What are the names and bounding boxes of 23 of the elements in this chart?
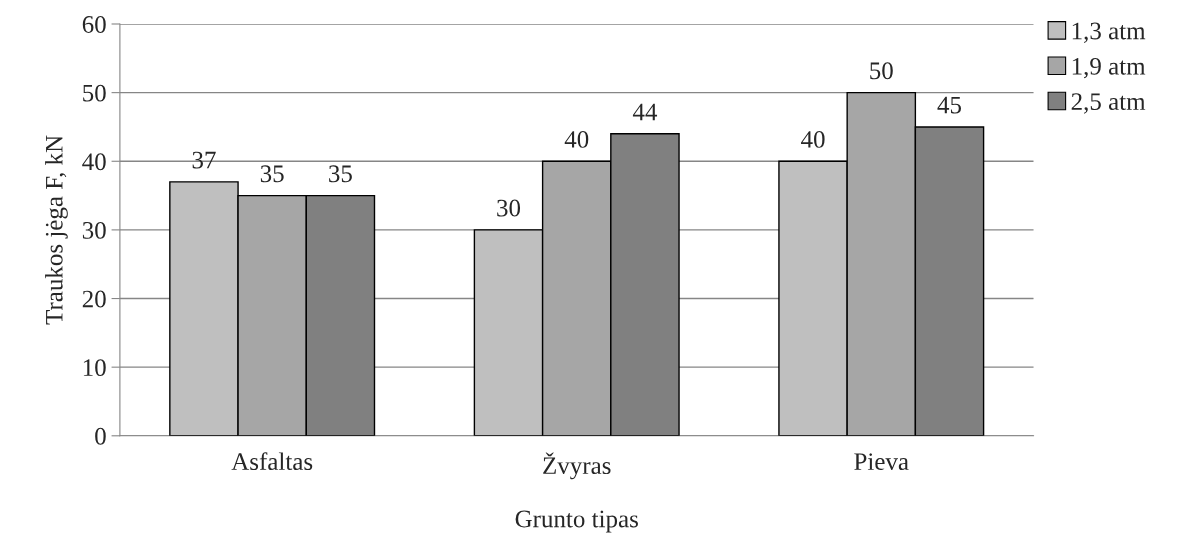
data-label: 50	[870, 62, 893, 80]
x-axis-title: Grunto tipas	[515, 510, 638, 533]
data-label: 40	[801, 130, 825, 148]
data-label: 35	[260, 165, 284, 183]
legend-label: 1,9 atm	[1072, 57, 1146, 79]
y-tick-label: 40	[82, 153, 106, 171]
x-tick-label: Pieva	[854, 453, 909, 471]
legend-label: 2,5 atm	[1071, 93, 1146, 114]
legend-label: 1,3 atm	[1072, 22, 1146, 43]
data-label: 45	[937, 96, 962, 114]
data-label: 35	[329, 165, 352, 183]
data-label: 30	[497, 199, 521, 217]
data-label: 44	[632, 103, 658, 121]
data-label: 40	[564, 130, 589, 148]
y-tick-label: 0	[95, 427, 106, 445]
y-tick-label: 20	[82, 290, 106, 308]
y-tick-label: 10	[83, 359, 106, 377]
y-tick-label: 60	[82, 16, 106, 33]
y-tick-label: 30	[82, 221, 106, 239]
x-tick-label: Žvyras	[543, 452, 611, 480]
y-axis-title: Traukos jėga F, kN	[45, 135, 68, 325]
y-tick-label: 50	[83, 84, 106, 102]
x-tick-label: Asfaltas	[231, 452, 313, 471]
